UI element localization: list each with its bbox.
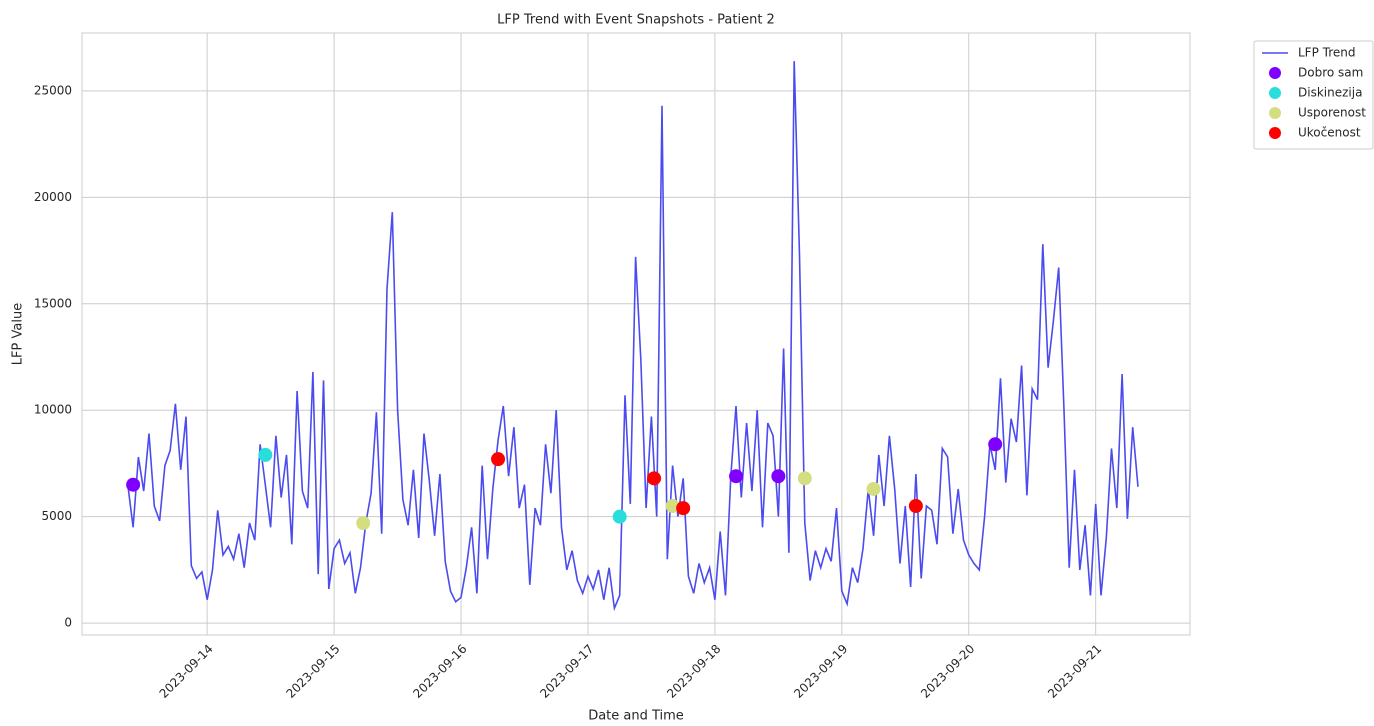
point (908, 499, 923, 513)
legend-label: Dobro sam (1298, 66, 1363, 80)
point (866, 481, 881, 496)
point (612, 509, 627, 524)
y-axis-label: LFP Value (11, 303, 26, 365)
x-tick-label: 2023-09-18 (664, 642, 723, 701)
y-tick-label: 0 (64, 616, 72, 630)
y-tick-label: 15000 (34, 296, 72, 310)
point (258, 447, 273, 462)
point (647, 471, 662, 486)
legend-label: Ukočenost (1298, 126, 1361, 140)
x-tick-label: 2023-09-17 (537, 642, 596, 701)
point (988, 437, 1003, 452)
legend-label: LFP Trend (1298, 46, 1355, 60)
plot-area (81, 32, 1191, 636)
x-tick-label: 2023-09-14 (157, 642, 216, 701)
legend-swatch (1269, 67, 1281, 79)
chart-title: LFP Trend with Event Snapshots - Patient… (497, 13, 775, 28)
x-tick-label: 2023-09-16 (410, 642, 469, 701)
legend-frame (1253, 40, 1374, 150)
x-tick-label: 2023-09-19 (791, 642, 850, 701)
point (665, 499, 680, 513)
legend-swatch (1269, 107, 1281, 119)
y-tick-label: 5000 (41, 509, 72, 523)
x-axis-label: Date and Time (588, 709, 684, 724)
legend-swatch (1269, 87, 1281, 99)
x-tick-label: 2023-09-20 (918, 642, 977, 701)
legend-label: Diskinezija (1298, 86, 1362, 100)
legend-label: Usporenost (1298, 106, 1366, 120)
point (771, 469, 786, 484)
point (491, 452, 506, 467)
x-tick-label: 2023-09-15 (283, 642, 342, 701)
legend: LFP Trend Dobro sam Diskinezija Usporenost U… (1253, 40, 1374, 150)
point (126, 477, 141, 492)
legend-swatch (1269, 127, 1281, 139)
y-tick-label: 20000 (34, 190, 72, 204)
x-tick-label: 2023-09-21 (1045, 642, 1104, 701)
line (127, 61, 1139, 612)
point (729, 469, 744, 484)
y-tick-label: 10000 (34, 403, 72, 417)
y-tick-label: 25000 (34, 83, 72, 97)
point (797, 471, 812, 486)
point (356, 516, 371, 531)
point (676, 501, 691, 516)
